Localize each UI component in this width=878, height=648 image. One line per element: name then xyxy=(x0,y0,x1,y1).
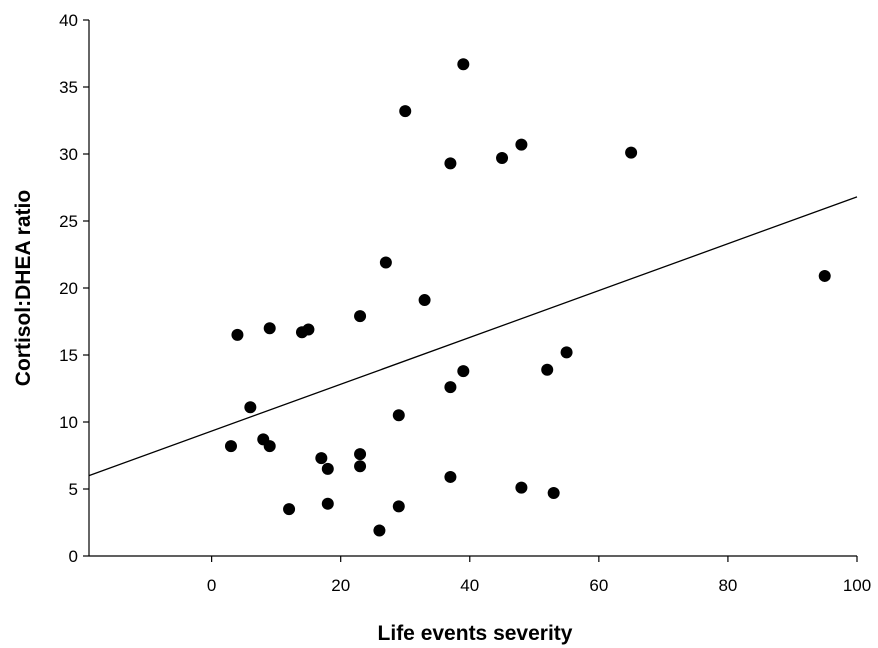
data-point xyxy=(419,294,431,306)
y-tick-label: 10 xyxy=(59,413,78,432)
data-point xyxy=(244,401,256,413)
data-point xyxy=(548,487,560,499)
y-tick-label: 5 xyxy=(69,480,78,499)
x-tick-label: 20 xyxy=(331,576,350,595)
y-tick-label: 20 xyxy=(59,279,78,298)
data-point xyxy=(541,364,553,376)
x-tick-label: 60 xyxy=(589,576,608,595)
data-point xyxy=(380,257,392,269)
data-point xyxy=(354,448,366,460)
plot-area xyxy=(89,58,857,536)
axes: 0 5 10 15 20 25 30 35 40 0 20 40 60 80 100 xyxy=(59,11,871,595)
data-point xyxy=(444,157,456,169)
data-point xyxy=(625,147,637,159)
data-point xyxy=(457,58,469,70)
data-point xyxy=(354,460,366,472)
data-point xyxy=(393,409,405,421)
data-point xyxy=(399,105,411,117)
data-point xyxy=(444,381,456,393)
y-tick-label: 35 xyxy=(59,78,78,97)
x-tick-label: 80 xyxy=(718,576,737,595)
data-point xyxy=(457,365,469,377)
data-point xyxy=(264,322,276,334)
data-point xyxy=(561,346,573,358)
data-point xyxy=(302,324,314,336)
y-tick-label: 40 xyxy=(59,11,78,30)
x-tick-label: 100 xyxy=(843,576,871,595)
data-point xyxy=(322,498,334,510)
data-point xyxy=(225,440,237,452)
data-point xyxy=(373,525,385,537)
data-point xyxy=(393,500,405,512)
data-point xyxy=(444,471,456,483)
data-point xyxy=(819,270,831,282)
data-point xyxy=(515,482,527,494)
y-tick-label: 0 xyxy=(69,547,78,566)
x-axis-title: Life events severity xyxy=(378,622,573,645)
data-point xyxy=(231,329,243,341)
data-point xyxy=(515,139,527,151)
x-tick-label: 0 xyxy=(207,576,216,595)
y-tick-label: 30 xyxy=(59,145,78,164)
data-point xyxy=(322,463,334,475)
data-point xyxy=(283,503,295,515)
trend-line xyxy=(89,197,857,476)
y-tick-label: 25 xyxy=(59,212,78,231)
data-point xyxy=(354,310,366,322)
y-tick-label: 15 xyxy=(59,346,78,365)
y-axis-title: Cortisol:DHEA ratio xyxy=(12,190,35,386)
data-point xyxy=(315,452,327,464)
data-point xyxy=(496,152,508,164)
data-point xyxy=(264,440,276,452)
x-tick-label: 40 xyxy=(460,576,479,595)
